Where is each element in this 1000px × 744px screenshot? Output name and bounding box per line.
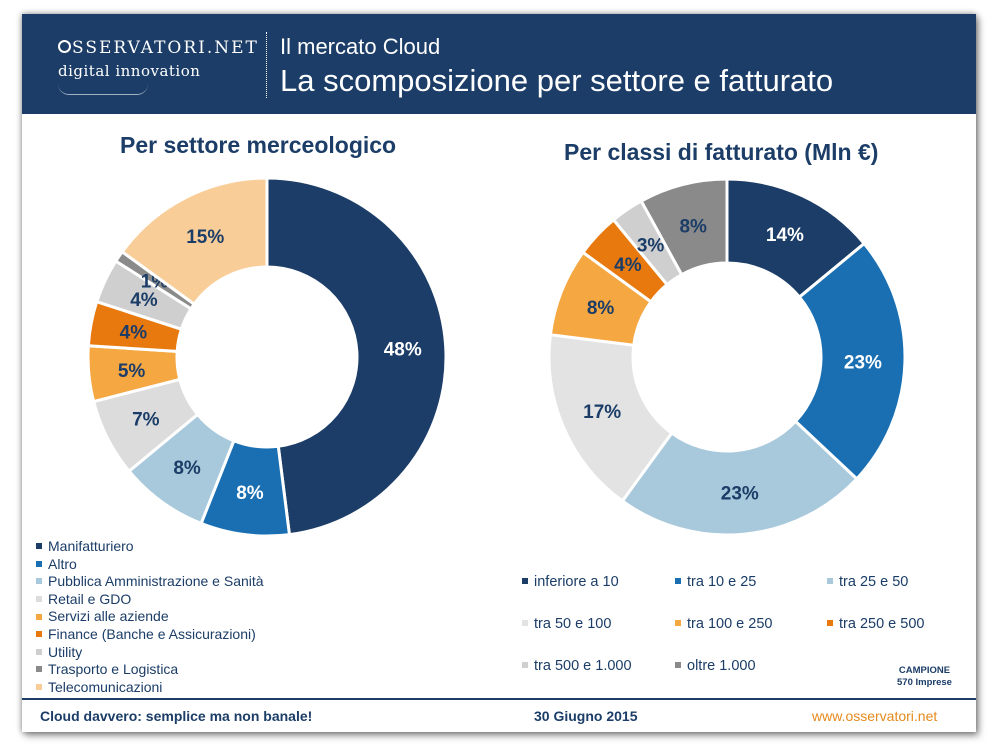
revenue-slice-7 (639, 177, 729, 277)
legend-sector-item-3: Retail e GDO (36, 591, 264, 609)
sample-size: 570 Imprese (897, 677, 952, 688)
legend-label: tra 250 e 500 (839, 616, 925, 632)
revenue-label-7: 8% (679, 216, 707, 237)
legend-sector: Manifatturiero Altro Pubblica Amministrazi… (36, 538, 264, 696)
legend-label: tra 50 e 100 (534, 616, 612, 632)
legend-swatch (675, 662, 681, 669)
sector-label-1: 8% (236, 483, 264, 504)
legend-label: Utility (48, 643, 83, 660)
legend-label: tra 10 e 25 (687, 574, 757, 590)
legend-label: tra 25 e 50 (839, 574, 909, 590)
footer-tagline: Cloud davvero: semplice ma non banale! (40, 708, 313, 724)
legend-swatch (522, 620, 528, 627)
sector-label-5: 4% (120, 323, 148, 344)
legend-swatch (827, 578, 833, 585)
legend-swatch (827, 620, 833, 627)
revenue-slice-3 (547, 333, 674, 504)
legend-swatch (36, 631, 42, 638)
legend-label: Trasporto e Logistica (48, 661, 179, 678)
chart-title-revenue: Per classi di fatturato (Mln €) (564, 139, 879, 165)
legend-revenue-item-7: oltre 1.000 (675, 658, 756, 674)
legend-label: Retail e GDO (48, 590, 132, 607)
sector-label-6: 4% (130, 290, 158, 311)
header-bar: SSERVATORI.NET digital innovation Il mer… (22, 14, 976, 114)
sector-label-0: 48% (384, 339, 422, 360)
legend-label: tra 100 e 250 (687, 616, 773, 632)
legend-label: Manifatturiero (48, 538, 134, 554)
sector-slice-0 (265, 176, 448, 537)
sector-label-3: 7% (132, 410, 160, 431)
legend-swatch (36, 613, 42, 620)
revenue-label-0: 14% (766, 225, 804, 246)
sector-label-2: 8% (173, 458, 201, 479)
sector-label-4: 5% (118, 361, 146, 382)
legend-sector-item-7: Trasporto e Logistica (36, 661, 264, 679)
chart-title-sector: Per settore merceologico (120, 132, 397, 158)
footer-divider (22, 698, 976, 700)
legend-swatch (36, 648, 42, 655)
legend-revenue-item-1: tra 10 e 25 (675, 574, 756, 590)
legend-sector-item-0: Manifatturiero (36, 538, 264, 556)
header-divider (266, 32, 267, 98)
legend-label: Telecomunicazioni (48, 678, 163, 695)
legend-label: oltre 1.000 (687, 658, 756, 674)
legend-sector-item-1: Altro (36, 556, 264, 574)
revenue-slice-1 (793, 241, 907, 481)
brand-tagline: digital innovation (58, 62, 201, 80)
legend-label: inferiore a 10 (534, 574, 619, 590)
legend-revenue-item-0: inferiore a 10 (522, 574, 619, 590)
legend-swatch (36, 666, 42, 673)
revenue-label-2: 23% (721, 483, 759, 504)
legend-revenue: inferiore a 10 tra 10 e 25 tra 25 e 50 tra … (522, 574, 962, 704)
legend-sector-item-4: Servizi alle aziende (36, 608, 264, 626)
revenue-label-5: 4% (614, 255, 642, 276)
revenue-label-4: 8% (587, 298, 615, 319)
sector-label-8: 15% (186, 227, 224, 248)
legend-swatch (522, 578, 528, 585)
legend-revenue-item-4: tra 100 e 250 (675, 616, 772, 632)
revenue-label-6: 3% (637, 236, 665, 257)
legend-sector-item-8: Telecomunicazioni (36, 679, 264, 697)
charts-canvas: 48%8%8%7%5%4%4%1%15% 14%23%23%17%8%4%3%8% (86, 176, 907, 538)
legend-label: tra 500 e 1.000 (534, 658, 632, 674)
legend-sector-item-5: Finance (Banche e Assicurazioni) (36, 626, 264, 644)
brand-name: SSERVATORI.NET (72, 38, 259, 58)
legend-revenue-item-6: tra 500 e 1.000 (522, 658, 632, 674)
slide: SSERVATORI.NET digital innovation Il mer… (22, 14, 976, 732)
legend-swatch (36, 684, 42, 691)
legend-label: Pubblica Amministrazione e Sanità (48, 573, 264, 590)
legend-sector-item-6: Utility (36, 644, 264, 662)
legend-label: Finance (Banche e Assicurazioni) (48, 625, 256, 642)
legend-swatch (675, 620, 681, 627)
legend-label: Servizi alle aziende (48, 608, 169, 625)
footer-date: 30 Giugno 2015 (534, 708, 638, 724)
legend-sector-item-2: Pubblica Amministrazione e Sanità (36, 573, 264, 591)
legend-swatch (522, 662, 528, 669)
footer-url[interactable]: www.osservatori.net (812, 708, 938, 724)
legend-revenue-item-3: tra 50 e 100 (522, 616, 611, 632)
page-title: La scomposizione per settore e fatturato (280, 63, 834, 98)
legend-swatch (675, 578, 681, 585)
legend-swatch (36, 543, 42, 550)
legend-revenue-item-5: tra 250 e 500 (827, 616, 924, 632)
legend-swatch (36, 596, 42, 603)
legend-swatch (36, 578, 42, 585)
revenue-slice-2 (620, 419, 859, 537)
header-subtitle: Il mercato Cloud (280, 34, 441, 59)
legend-label: Altro (48, 555, 77, 572)
sample-note: CAMPIONE 570 Imprese (897, 665, 952, 689)
revenue-label-1: 23% (844, 352, 882, 373)
brand-logo: SSERVATORI.NET (58, 38, 259, 58)
location-pin-icon (58, 40, 71, 53)
logo-swoosh (58, 84, 148, 95)
sample-label: CAMPIONE (898, 665, 951, 676)
revenue-label-3: 17% (583, 402, 621, 423)
sector-slice-8 (120, 176, 269, 307)
legend-swatch (36, 560, 42, 567)
legend-revenue-item-2: tra 25 e 50 (827, 574, 908, 590)
